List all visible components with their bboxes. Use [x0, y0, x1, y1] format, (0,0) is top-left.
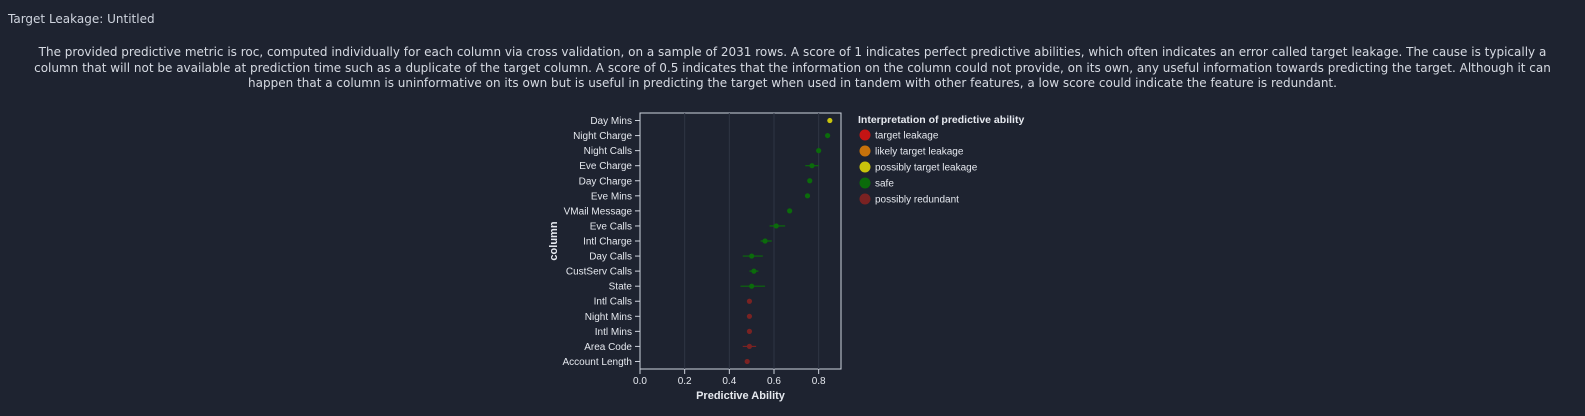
data-point [751, 268, 757, 274]
legend-swatch [859, 193, 871, 205]
x-tick-label: 0.8 [812, 376, 826, 387]
data-point [787, 208, 793, 214]
data-point [746, 328, 753, 334]
data-point [749, 253, 755, 259]
y-tick-label: Account Length [563, 357, 633, 368]
legend-label: possibly redundant [875, 195, 959, 206]
data-point [807, 178, 813, 184]
page-title: Target Leakage: Untitled [8, 12, 155, 26]
x-axis-title: Predictive Ability [696, 390, 786, 402]
y-tick-label: Night Charge [573, 131, 632, 142]
y-tick-label: Eve Calls [590, 221, 632, 232]
y-tick-label: Eve Charge [579, 161, 632, 172]
x-tick-label: 0.4 [722, 376, 736, 387]
legend-swatch [859, 177, 871, 189]
y-tick-label: Intl Charge [583, 237, 632, 248]
data-point [762, 238, 768, 244]
y-axis-title: column [548, 221, 560, 260]
y-tick-label: Day Mins [590, 116, 632, 127]
legend-label: target leakage [875, 131, 939, 142]
plot-frame [639, 112, 842, 370]
data-point [746, 343, 753, 350]
data-point [825, 132, 831, 139]
y-tick-label: CustServ Calls [566, 267, 632, 278]
data-point [749, 283, 755, 289]
data-point [746, 313, 753, 319]
x-tick-label: 0.6 [767, 376, 781, 387]
data-point [804, 193, 811, 199]
y-tick-label: Area Code [584, 342, 632, 353]
y-tick-label: Day Calls [589, 252, 632, 263]
y-tick-label: State [609, 282, 633, 293]
x-tick-label: 0.0 [633, 376, 647, 387]
x-tick-label: 0.2 [678, 376, 692, 387]
y-tick-label: Night Mins [585, 312, 632, 323]
y-tick-label: VMail Message [564, 206, 633, 217]
data-point [746, 298, 753, 304]
y-tick-label: Eve Mins [591, 191, 632, 202]
data-point [773, 223, 779, 229]
legend-label: likely target leakage [875, 147, 964, 158]
legend-title: Interpretation of predictive ability [858, 114, 1024, 126]
data-point [827, 117, 833, 124]
legend-label: safe [875, 179, 894, 190]
description-text: The provided predictive metric is roc, c… [34, 45, 1551, 90]
y-tick-label: Intl Mins [595, 327, 632, 338]
y-tick-label: Intl Calls [594, 297, 632, 308]
legend-swatch [859, 161, 871, 173]
data-point [816, 148, 822, 154]
data-point [744, 358, 750, 365]
legend-swatch [859, 129, 871, 141]
data-point [809, 163, 815, 169]
y-tick-label: Night Calls [584, 146, 632, 157]
y-tick-label: Day Charge [579, 176, 633, 187]
legend-label: possibly target leakage [875, 163, 978, 174]
legend-swatch [859, 145, 871, 157]
